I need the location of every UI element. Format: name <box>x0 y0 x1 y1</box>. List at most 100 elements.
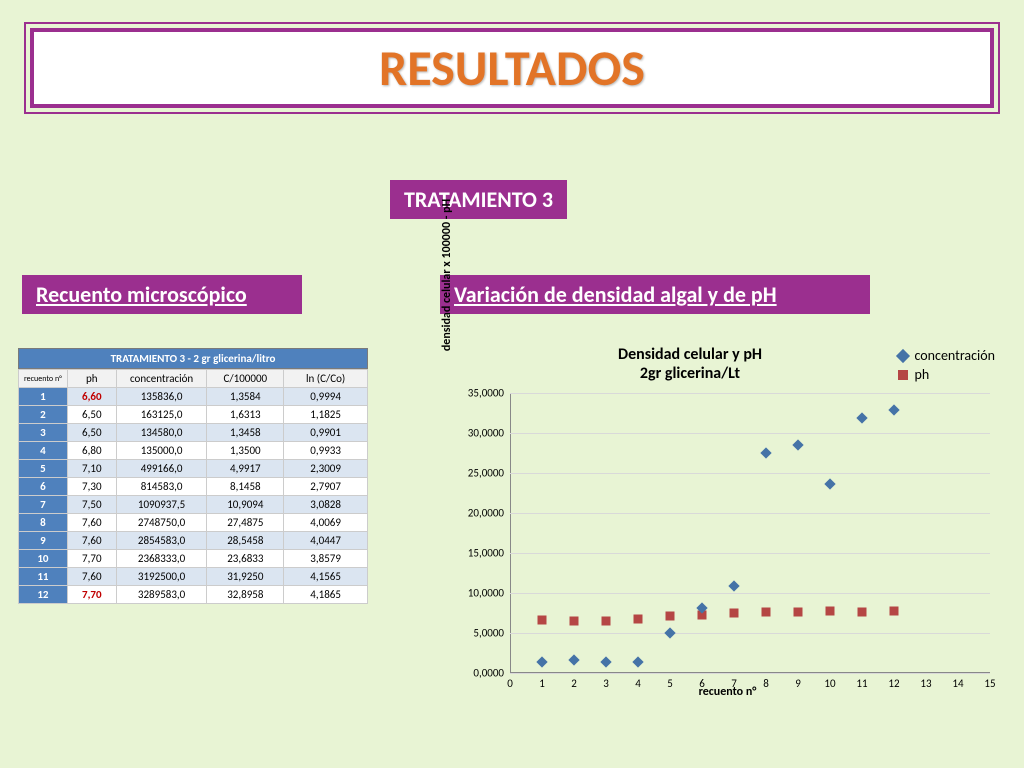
table-row: 26,50163125,01,63131,1825 <box>19 406 368 424</box>
table-cell: 7,70 <box>67 550 116 568</box>
gridline <box>510 553 990 554</box>
table-cell: 2748750,0 <box>116 514 207 532</box>
table-cell: 3,8579 <box>284 550 368 568</box>
table-cell: 134580,0 <box>116 424 207 442</box>
table-cell: 6,50 <box>67 424 116 442</box>
chart-point <box>760 447 771 458</box>
chart-xlabel: recuento n° <box>450 685 1005 699</box>
page-title: RESULTADOS <box>379 38 645 99</box>
table-cell: 7,60 <box>67 568 116 586</box>
table-cell: 8 <box>19 514 68 532</box>
table-cell: 6,50 <box>67 406 116 424</box>
y-tick-label: 25,0000 <box>468 467 510 480</box>
gridline <box>510 593 990 594</box>
legend-item-concentracion: concentración <box>898 347 995 364</box>
table-row: 57,10499166,04,99172,3009 <box>19 460 368 478</box>
y-tick-label: 30,0000 <box>468 427 510 440</box>
table-cell: 2,7907 <box>284 478 368 496</box>
table-cell: 12 <box>19 586 68 604</box>
table-cell: 7,10 <box>67 460 116 478</box>
chart-point <box>665 612 674 621</box>
table-cell: 6 <box>19 478 68 496</box>
table-cell: 3 <box>19 424 68 442</box>
chart-point <box>792 439 803 450</box>
table-row: 107,702368333,023,68333,8579 <box>19 550 368 568</box>
table-row: 77,501090937,510,90943,0828 <box>19 496 368 514</box>
table-row: 127,703289583,032,89584,1865 <box>19 586 368 604</box>
chart-point <box>856 412 867 423</box>
table-cell: 1,6313 <box>207 406 284 424</box>
chart-point <box>888 404 899 415</box>
diamond-icon <box>896 348 910 362</box>
legend-label: ph <box>914 366 929 383</box>
chart-point <box>536 656 547 667</box>
chart-plot-area: 0,00005,000010,000015,000020,000025,0000… <box>510 393 990 673</box>
table-row: 117,603192500,031,92504,1565 <box>19 568 368 586</box>
table-cell: 814583,0 <box>116 478 207 496</box>
table-cell: 4,0069 <box>284 514 368 532</box>
table-cell: 3289583,0 <box>116 586 207 604</box>
table-row: 87,602748750,027,48754,0069 <box>19 514 368 532</box>
y-tick-label: 20,0000 <box>468 507 510 520</box>
table-cell: 2,3009 <box>284 460 368 478</box>
table-cell: 0,9994 <box>284 388 368 406</box>
square-icon <box>898 370 908 380</box>
y-tick-label: 15,0000 <box>468 547 510 560</box>
chart-point <box>890 607 899 616</box>
table-cell: 0,9933 <box>284 442 368 460</box>
table-cell: 135836,0 <box>116 388 207 406</box>
table-cell: 6,80 <box>67 442 116 460</box>
gridline <box>510 513 990 514</box>
table-cell: 499166,0 <box>116 460 207 478</box>
table-cell: 7 <box>19 496 68 514</box>
gridline <box>510 433 990 434</box>
chart-point <box>664 627 675 638</box>
table-cell: 0,9901 <box>284 424 368 442</box>
table-header-cell: C/100000 <box>207 370 284 388</box>
chart-point <box>634 614 643 623</box>
table-cell: 2368333,0 <box>116 550 207 568</box>
scatter-chart: Densidad celular y pH 2gr glicerina/Lt c… <box>450 345 1005 715</box>
table-cell: 163125,0 <box>116 406 207 424</box>
table-cell: 7,60 <box>67 514 116 532</box>
table-cell: 7,60 <box>67 532 116 550</box>
chart-point <box>858 608 867 617</box>
table-cell: 10,9094 <box>207 496 284 514</box>
table-cell: 6,60 <box>67 388 116 406</box>
chart-ylabel: densidad celular x 100000 - pH <box>440 145 454 405</box>
title-container: RESULTADOS <box>30 28 994 108</box>
table-header-cell: concentración <box>116 370 207 388</box>
table-cell: 10 <box>19 550 68 568</box>
chart-point <box>538 616 547 625</box>
table-cell: 4,0447 <box>284 532 368 550</box>
table-cell: 1,3584 <box>207 388 284 406</box>
table-row: 36,50134580,01,34580,9901 <box>19 424 368 442</box>
table-header-cell: ln (C/Co) <box>284 370 368 388</box>
table-cell: 1 <box>19 388 68 406</box>
chart-point <box>728 580 739 591</box>
y-axis <box>510 393 511 673</box>
table-cell: 9 <box>19 532 68 550</box>
chart-legend: concentración ph <box>898 345 995 385</box>
y-tick-label: 0,0000 <box>473 667 510 680</box>
chart-title-line2: 2gr glicerina/Lt <box>640 364 740 383</box>
table-cell: 28,5458 <box>207 532 284 550</box>
table-cell: 4,1565 <box>284 568 368 586</box>
table-row: 46,80135000,01,35000,9933 <box>19 442 368 460</box>
chart-point <box>824 478 835 489</box>
treatment-badge: TRATAMIENTO 3 <box>390 180 567 219</box>
table-cell: 1,3500 <box>207 442 284 460</box>
section-heading-right: Variación de densidad algal y de pH <box>440 275 870 314</box>
table-cell: 27,4875 <box>207 514 284 532</box>
table-cell: 1,3458 <box>207 424 284 442</box>
table-cell: 1,1825 <box>284 406 368 424</box>
table-cell: 2 <box>19 406 68 424</box>
y-tick-label: 10,0000 <box>468 587 510 600</box>
legend-item-ph: ph <box>898 366 995 383</box>
chart-point <box>568 654 579 665</box>
table-title: TRATAMIENTO 3 - 2 gr glicerina/litro <box>18 348 368 369</box>
table-row: 16,60135836,01,35840,9994 <box>19 388 368 406</box>
chart-point <box>825 607 834 616</box>
chart-title-line1: Densidad celular y pH <box>618 345 762 364</box>
table-cell: 135000,0 <box>116 442 207 460</box>
